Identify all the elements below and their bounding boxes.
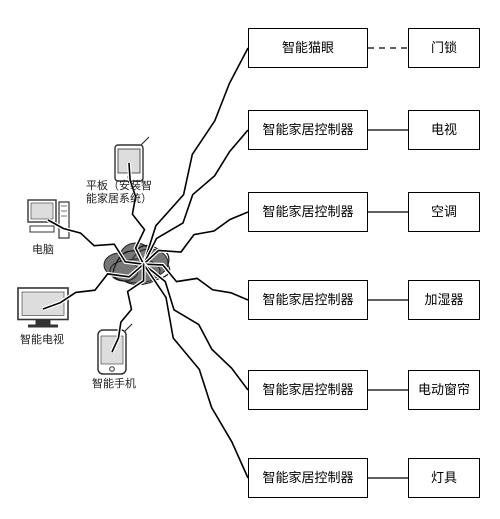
controller-box-0: 智能猫眼 bbox=[248, 28, 368, 68]
client-phone-icon bbox=[98, 324, 132, 374]
controller-box-2: 智能家居控制器 bbox=[248, 192, 368, 232]
device-label: 加湿器 bbox=[424, 292, 463, 308]
device-label: 电动窗帘 bbox=[418, 382, 470, 398]
controller-box-1: 智能家居控制器 bbox=[248, 110, 368, 150]
controller-label: 智能家居控制器 bbox=[262, 470, 353, 486]
device-label: 空调 bbox=[431, 204, 457, 220]
device-label: 灯具 bbox=[431, 470, 457, 486]
device-label: 电视 bbox=[431, 122, 457, 138]
client-tablet-icon bbox=[115, 137, 149, 181]
device-box-1: 电视 bbox=[408, 110, 480, 150]
device-box-5: 灯具 bbox=[408, 458, 480, 498]
connections-svg bbox=[0, 0, 500, 519]
client-tv-icon bbox=[18, 288, 68, 328]
device-box-2: 空调 bbox=[408, 192, 480, 232]
diagram-stage: 智能猫眼门锁智能家居控制器电视智能家居控制器空调智能家居控制器加湿器智能家居控制… bbox=[0, 0, 500, 519]
client-tv-label: 智能电视 bbox=[20, 334, 64, 347]
device-box-3: 加湿器 bbox=[408, 280, 480, 320]
client-tablet-label: 平板（安装智能家居系统） bbox=[86, 180, 152, 205]
client-phone-label: 智能手机 bbox=[92, 378, 136, 391]
controller-label: 智能家居控制器 bbox=[262, 204, 353, 220]
device-box-0: 门锁 bbox=[408, 28, 480, 68]
controller-label: 智能家居控制器 bbox=[262, 122, 353, 138]
controller-label: 智能家居控制器 bbox=[262, 382, 353, 398]
client-pc-icon bbox=[28, 200, 69, 238]
device-label: 门锁 bbox=[431, 40, 457, 56]
client-pc-label: 电脑 bbox=[32, 244, 54, 257]
controller-box-4: 智能家居控制器 bbox=[248, 370, 368, 410]
controller-box-3: 智能家居控制器 bbox=[248, 280, 368, 320]
controller-box-5: 智能家居控制器 bbox=[248, 458, 368, 498]
device-box-4: 电动窗帘 bbox=[408, 370, 480, 410]
controller-label: 智能家居控制器 bbox=[262, 292, 353, 308]
controller-label: 智能猫眼 bbox=[282, 40, 334, 56]
